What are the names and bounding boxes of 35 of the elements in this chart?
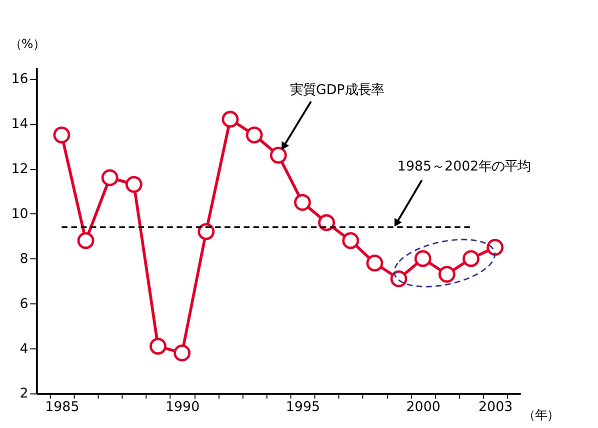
y-tick-label: 4	[20, 342, 28, 357]
point	[150, 338, 166, 355]
x-tick-label: 2003	[478, 400, 513, 416]
y-tick-label: 10	[11, 206, 28, 222]
point	[77, 232, 94, 250]
point	[342, 232, 360, 250]
point	[270, 146, 287, 164]
ref-line-label: 1985～2002年の平均	[397, 160, 531, 175]
point	[462, 250, 480, 268]
x-tick-label: 1990	[166, 400, 200, 416]
y-tick-label: 6	[20, 296, 28, 312]
x-tick-label: 2000	[406, 400, 440, 416]
point	[222, 110, 239, 128]
y-axis-title: （%）	[9, 36, 46, 51]
y-tick-label: 14	[11, 117, 28, 132]
point	[486, 238, 504, 256]
y-tick-label: 12	[11, 162, 28, 178]
y-tick-label: 8	[20, 252, 28, 267]
x-tick-label: 1985	[45, 400, 80, 416]
point	[246, 126, 263, 144]
point	[366, 254, 384, 272]
y-tick-label: 2	[20, 386, 28, 402]
x-axis-title: （年）	[522, 406, 559, 422]
x-tick-label: 1995	[286, 400, 320, 416]
point	[198, 223, 215, 240]
point	[318, 214, 336, 232]
point	[438, 266, 456, 283]
point	[414, 250, 432, 268]
point	[53, 126, 70, 144]
y-tick-label: 16	[11, 72, 28, 88]
point	[294, 194, 311, 211]
point	[174, 344, 191, 362]
point	[101, 169, 118, 186]
text: 実質GDP成長率	[290, 82, 384, 98]
point	[125, 176, 142, 193]
